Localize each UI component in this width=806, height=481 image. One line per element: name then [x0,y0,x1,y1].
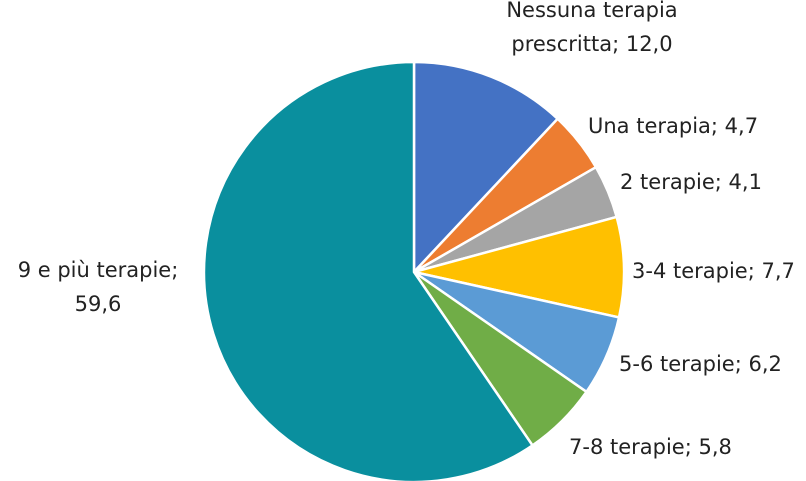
pie-slice [412,60,560,276]
data-label-line: Nessuna terapia [506,0,677,22]
data-label: 5-6 terapie; 6,2 [619,352,782,376]
data-label-line: Una terapia; 4,7 [588,114,758,138]
data-label-line: 59,6 [75,292,122,316]
data-label-line: 2 terapie; 4,1 [620,170,762,194]
data-label: 2 terapie; 4,1 [620,170,762,194]
data-label-line: 3-4 terapie; 7,7 [632,259,795,283]
data-label-line: 7-8 terapie; 5,8 [569,435,732,459]
data-label: 3-4 terapie; 7,7 [632,259,795,283]
pie-slice [202,60,535,481]
data-label-line: 5-6 terapie; 6,2 [619,352,782,376]
data-label: 7-8 terapie; 5,8 [569,435,732,459]
data-label-line: prescritta; 12,0 [511,32,672,56]
data-label: Una terapia; 4,7 [588,114,758,138]
data-label: 9 e più terapie; 59,6 [18,258,179,316]
pie-slice [413,215,626,319]
data-label: Nessuna terapia prescritta; 12,0 [506,0,677,56]
data-label-line: 9 e più terapie; [18,258,179,282]
